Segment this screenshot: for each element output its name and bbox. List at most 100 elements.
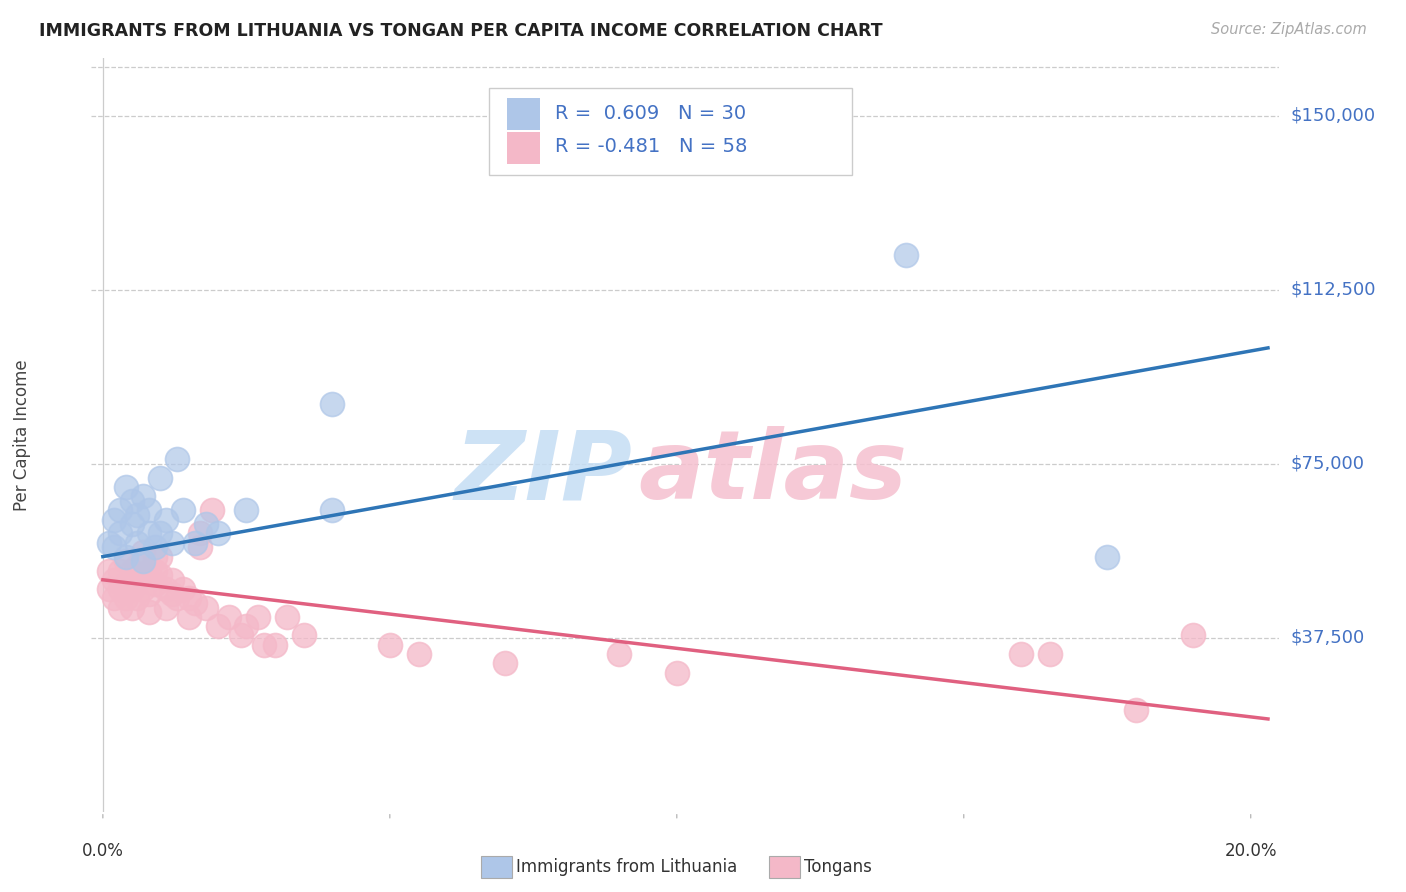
Point [108,526,131,541]
Point [143,564,166,578]
Point [127,535,149,549]
Point [665,665,688,680]
Point [114,549,136,564]
Point [132,489,155,503]
Point [149,471,172,485]
Point [108,600,131,615]
Point [155,600,177,615]
Point [108,564,131,578]
Point [1125,703,1147,717]
Point [166,452,188,467]
Point [138,564,160,578]
Text: $150,000: $150,000 [1291,107,1375,125]
Point [121,582,143,596]
Point [97,535,120,549]
Point [114,591,136,606]
Point [143,577,166,591]
Point [155,582,177,596]
Point [207,619,229,633]
Point [103,573,125,587]
Point [321,396,343,410]
Text: R = -0.481   N = 58: R = -0.481 N = 58 [555,137,747,156]
Point [292,628,315,642]
Point [114,554,136,568]
Text: $75,000: $75,000 [1291,455,1365,473]
Point [138,587,160,601]
Point [121,494,143,508]
Text: $37,500: $37,500 [1291,629,1365,647]
Point [190,541,212,555]
Text: Tongans: Tongans [804,858,872,876]
Text: 0.0%: 0.0% [82,842,124,860]
FancyBboxPatch shape [489,88,852,175]
Point [218,610,240,624]
Point [494,657,516,671]
Point [155,512,177,526]
Point [229,628,252,642]
Point [127,558,149,573]
FancyBboxPatch shape [508,98,540,129]
Point [132,568,155,582]
Point [166,591,188,606]
Point [149,526,172,541]
Point [609,647,631,661]
Point [246,610,269,624]
Point [121,564,143,578]
Point [172,582,194,596]
Point [1039,647,1062,661]
Point [149,549,172,564]
Text: ZIP: ZIP [454,426,631,519]
Point [1097,549,1119,564]
Point [121,517,143,532]
Point [160,573,183,587]
Point [160,535,183,549]
Point [132,582,155,596]
Point [103,541,125,555]
Point [127,573,149,587]
Point [114,480,136,494]
Point [138,605,160,619]
Text: Source: ZipAtlas.com: Source: ZipAtlas.com [1211,22,1367,37]
Point [190,526,212,541]
Point [138,526,160,541]
Point [143,541,166,555]
Point [143,549,166,564]
Point [132,545,155,559]
Point [177,591,200,606]
Point [408,647,430,661]
Text: 20.0%: 20.0% [1225,842,1277,860]
Point [149,568,172,582]
Point [235,619,257,633]
Point [127,591,149,606]
Point [97,564,120,578]
Point [1010,647,1032,661]
Point [108,582,131,596]
Point [160,587,183,601]
Point [201,503,224,517]
Point [378,638,401,652]
Point [172,503,194,517]
Point [183,535,205,549]
Text: R =  0.609   N = 30: R = 0.609 N = 30 [555,103,745,122]
Point [207,526,229,541]
Point [252,638,274,652]
Point [896,248,918,262]
Point [97,582,120,596]
Point [132,554,155,568]
Text: IMMIGRANTS FROM LITHUANIA VS TONGAN PER CAPITA INCOME CORRELATION CHART: IMMIGRANTS FROM LITHUANIA VS TONGAN PER … [39,22,883,40]
Point [138,503,160,517]
Point [264,638,287,652]
Text: $112,500: $112,500 [1291,281,1376,299]
Point [121,600,143,615]
Point [195,517,218,532]
Text: Per Capita Income: Per Capita Income [14,359,31,510]
Point [114,577,136,591]
Point [235,503,257,517]
Point [103,591,125,606]
Point [127,508,149,522]
Point [195,600,218,615]
Text: atlas: atlas [638,426,907,519]
Point [177,610,200,624]
Point [183,596,205,610]
Point [108,503,131,517]
